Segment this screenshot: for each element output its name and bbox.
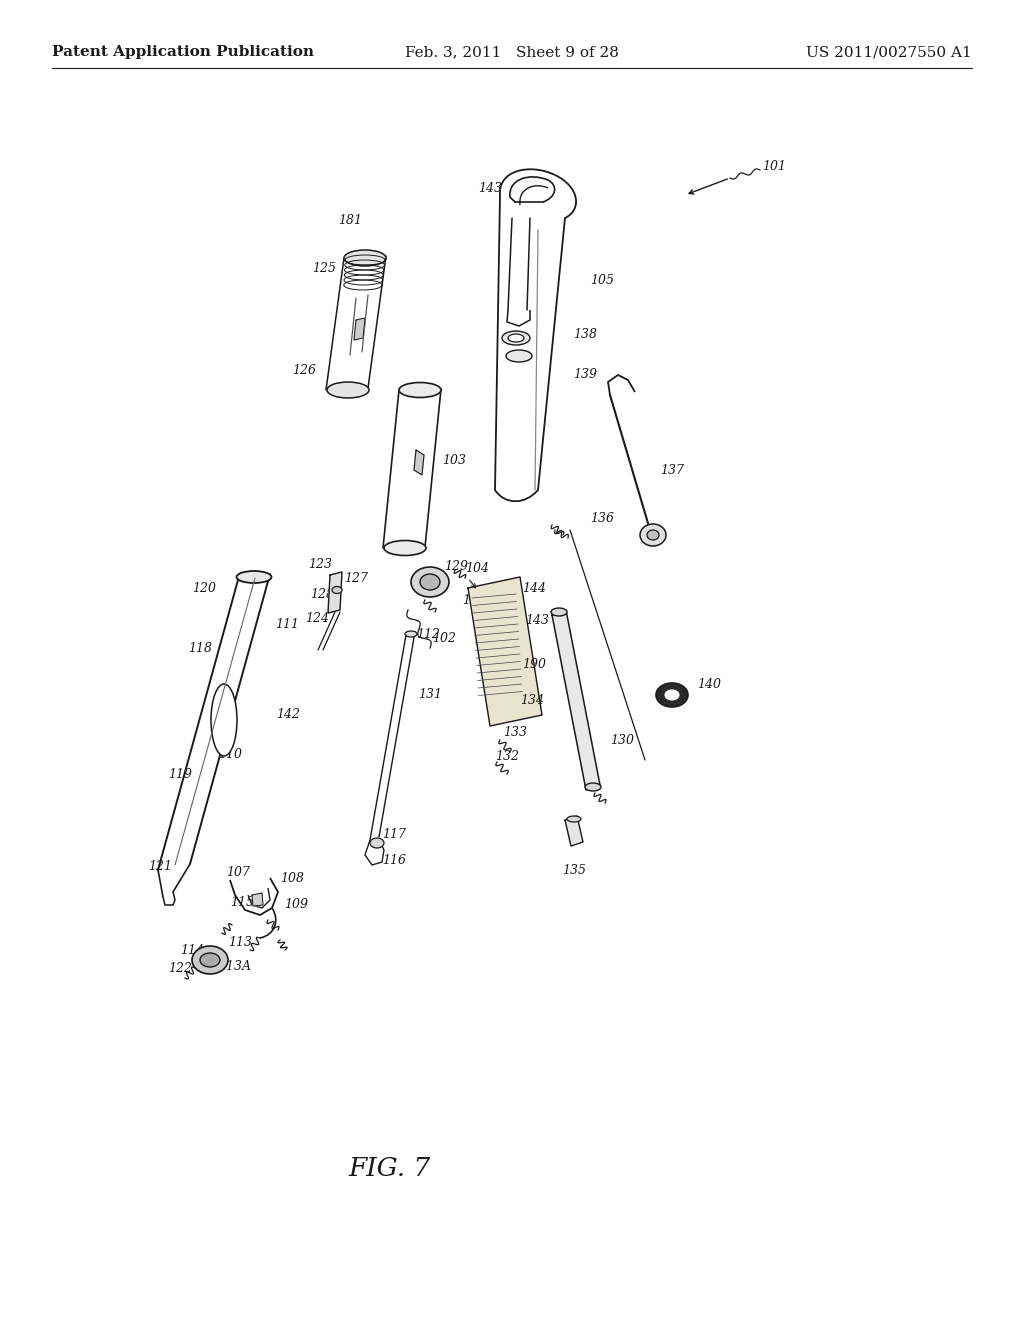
Text: 143: 143	[525, 614, 549, 627]
Text: 144: 144	[522, 582, 546, 594]
Text: 190: 190	[522, 659, 546, 672]
Ellipse shape	[551, 609, 567, 616]
Text: 124: 124	[305, 611, 329, 624]
Text: 139: 139	[573, 368, 597, 381]
Ellipse shape	[211, 684, 237, 756]
Text: 117: 117	[382, 829, 406, 842]
Ellipse shape	[508, 334, 524, 342]
Ellipse shape	[411, 568, 449, 597]
Text: 135: 135	[562, 863, 586, 876]
Ellipse shape	[664, 689, 680, 701]
Text: 101: 101	[762, 161, 786, 173]
Ellipse shape	[567, 816, 581, 822]
Text: 104: 104	[465, 561, 489, 574]
Text: 121: 121	[148, 861, 172, 874]
Text: 132: 132	[495, 751, 519, 763]
Ellipse shape	[585, 783, 601, 791]
Ellipse shape	[506, 350, 532, 362]
Text: 113: 113	[228, 936, 252, 949]
Polygon shape	[414, 450, 424, 475]
Text: 110: 110	[218, 748, 242, 762]
Text: 181: 181	[338, 214, 362, 227]
Text: 131: 131	[418, 689, 442, 701]
Ellipse shape	[370, 838, 384, 847]
Text: 112: 112	[416, 628, 440, 642]
Text: 111: 111	[275, 619, 299, 631]
Text: 127: 127	[344, 572, 368, 585]
Text: 118: 118	[188, 642, 212, 655]
Ellipse shape	[502, 331, 530, 345]
Text: 106: 106	[462, 594, 486, 606]
Polygon shape	[252, 894, 263, 906]
Text: 109: 109	[284, 899, 308, 912]
Text: 107: 107	[226, 866, 250, 879]
Text: 126: 126	[292, 363, 316, 376]
Polygon shape	[565, 816, 583, 846]
Ellipse shape	[200, 953, 220, 968]
Ellipse shape	[399, 383, 441, 397]
Ellipse shape	[406, 631, 417, 638]
Polygon shape	[328, 572, 342, 612]
Text: 136: 136	[590, 511, 614, 524]
Ellipse shape	[420, 574, 440, 590]
PathPatch shape	[510, 177, 548, 197]
Text: 133: 133	[503, 726, 527, 739]
Ellipse shape	[193, 946, 228, 974]
Text: 108: 108	[280, 871, 304, 884]
Ellipse shape	[647, 531, 659, 540]
Text: 142: 142	[276, 709, 300, 722]
Ellipse shape	[332, 586, 342, 594]
Text: Feb. 3, 2011   Sheet 9 of 28: Feb. 3, 2011 Sheet 9 of 28	[406, 45, 618, 59]
Text: 130: 130	[610, 734, 634, 747]
Text: 128: 128	[310, 589, 334, 602]
Text: 115: 115	[230, 896, 254, 909]
Ellipse shape	[640, 524, 666, 546]
Text: US 2011/0027550 A1: US 2011/0027550 A1	[806, 45, 972, 59]
Polygon shape	[468, 577, 542, 726]
Ellipse shape	[656, 682, 688, 708]
Text: 123: 123	[308, 558, 332, 572]
Ellipse shape	[384, 540, 426, 556]
Ellipse shape	[327, 381, 369, 399]
Text: 122: 122	[168, 961, 193, 974]
Text: 114: 114	[180, 944, 204, 957]
Text: 125: 125	[312, 261, 336, 275]
Text: 134: 134	[520, 693, 544, 706]
Text: 119: 119	[168, 768, 193, 781]
Text: Patent Application Publication: Patent Application Publication	[52, 45, 314, 59]
Text: 102: 102	[432, 631, 456, 644]
Text: 138: 138	[573, 329, 597, 342]
Text: 140: 140	[697, 678, 721, 692]
Text: 129: 129	[444, 561, 468, 573]
Text: 113A: 113A	[218, 961, 251, 974]
Ellipse shape	[237, 572, 271, 583]
Text: 103: 103	[442, 454, 466, 466]
Polygon shape	[552, 610, 600, 789]
Text: 137: 137	[660, 463, 684, 477]
Text: 105: 105	[590, 273, 614, 286]
Text: FIG. 7: FIG. 7	[349, 1155, 431, 1180]
Text: 116: 116	[382, 854, 406, 866]
Polygon shape	[354, 318, 365, 341]
Text: 120: 120	[193, 582, 216, 594]
Ellipse shape	[344, 249, 386, 267]
Text: 143: 143	[478, 181, 502, 194]
